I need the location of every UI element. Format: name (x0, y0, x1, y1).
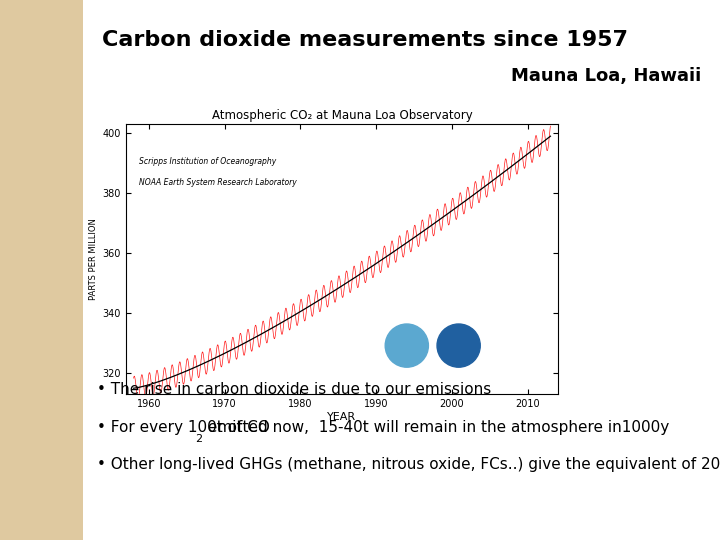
Text: • Other long-lived GHGs (methane, nitrous oxide, FCs..) give the equivalent of 2: • Other long-lived GHGs (methane, nitrou… (97, 457, 720, 472)
Ellipse shape (437, 324, 480, 367)
Text: Carbon dioxide measurements since 1957: Carbon dioxide measurements since 1957 (102, 30, 628, 50)
X-axis label: YEAR: YEAR (328, 412, 356, 422)
Text: • For every 100t of CO: • For every 100t of CO (97, 420, 270, 435)
Title: Atmospheric CO₂ at Mauna Loa Observatory: Atmospheric CO₂ at Mauna Loa Observatory (212, 109, 472, 122)
Text: NOAA Earth System Research Laboratory: NOAA Earth System Research Laboratory (139, 178, 297, 187)
Text: • The rise in carbon dioxide is due to our emissions: • The rise in carbon dioxide is due to o… (97, 382, 492, 397)
Y-axis label: PARTS PER MILLION: PARTS PER MILLION (89, 218, 99, 300)
Text: emitted now,  15-40t will remain in the atmosphere in1000y: emitted now, 15-40t will remain in the a… (202, 420, 669, 435)
Ellipse shape (385, 324, 428, 367)
Text: Scripps Institution of Oceanography: Scripps Institution of Oceanography (139, 157, 276, 166)
Text: 2: 2 (195, 434, 202, 444)
Text: Mauna Loa, Hawaii: Mauna Loa, Hawaii (510, 68, 701, 85)
